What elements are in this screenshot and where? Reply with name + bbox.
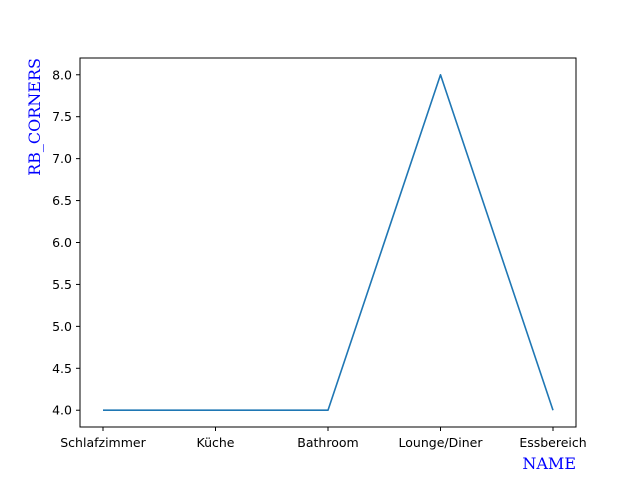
y-tick-label: 7.5: [52, 109, 72, 124]
y-axis-title: RB_CORNERS: [25, 58, 44, 176]
series-layer: [103, 73, 554, 412]
x-tick-label: Küche: [197, 435, 235, 450]
y-tick-label: 5.5: [52, 277, 72, 292]
x-tick-label: Essbereich: [519, 435, 586, 450]
series-line: [103, 73, 554, 412]
x-axis-ticks: Schlafzimmer Küche Bathroom Lounge/Diner Ess…: [60, 427, 587, 450]
y-tick-label: 7.0: [52, 151, 72, 166]
y-tick-label: 6.0: [52, 235, 72, 250]
y-tick-label: 4.0: [52, 403, 72, 418]
x-axis-title: NAME: [522, 454, 576, 473]
x-tick-label: Lounge/Diner: [399, 435, 484, 450]
y-tick-label: 5.0: [52, 319, 72, 334]
y-tick-label: 4.5: [52, 361, 72, 376]
plot-frame: [79, 57, 577, 428]
x-tick-label: Bathroom: [297, 435, 358, 450]
y-tick-label: 8.0: [52, 67, 72, 82]
y-axis-ticks: 4.0 4.5 5.0 5.5 6.0 6.5 7.0 7.5 8.0: [52, 67, 80, 418]
x-tick-label: Schlafzimmer: [60, 435, 146, 450]
y-tick-label: 6.5: [52, 193, 72, 208]
